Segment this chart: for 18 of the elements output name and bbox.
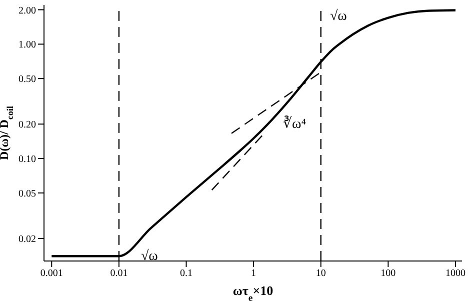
x-tick-label: 10 xyxy=(316,268,326,280)
y-tick-label: 0.20 xyxy=(18,120,36,131)
y-tick-label: 0.50 xyxy=(18,74,36,86)
annotation: √ω xyxy=(330,8,347,24)
y-tick-label: 0.02 xyxy=(18,234,36,245)
x-axis-title: ωτ$_{e}$×10 xyxy=(232,283,274,301)
y-tick-label: 1.00 xyxy=(18,40,36,51)
x-tick-label: 1000 xyxy=(445,268,466,280)
y-tick-label: 0.10 xyxy=(18,154,36,166)
y-tick-label: 0.05 xyxy=(18,188,36,200)
y-tick-label: 2.00 xyxy=(18,5,36,16)
x-tick-label: 100 xyxy=(380,268,396,280)
annotation: √ω xyxy=(141,248,158,264)
x-tick-label: 0.001 xyxy=(40,268,63,280)
x-tick-label: 1 xyxy=(251,268,256,280)
x-tick-label: 0.1 xyxy=(180,268,192,280)
x-tick-label: 0.01 xyxy=(110,268,128,280)
annotation: ∛ω⁴ xyxy=(283,115,306,132)
